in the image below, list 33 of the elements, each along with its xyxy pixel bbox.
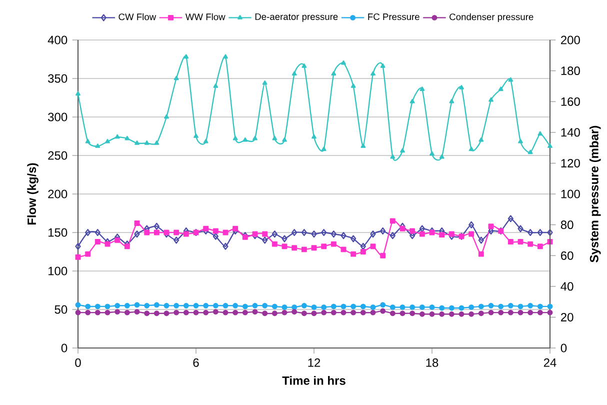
y-tick-label: 50 xyxy=(54,305,68,314)
y-tick-label: 200 xyxy=(48,190,68,198)
legend-label: De-aerator pressure xyxy=(255,13,338,22)
y2-tick-label: 180 xyxy=(561,66,580,76)
y-axis-title: Flow (kg/s) xyxy=(27,163,38,225)
x-tick-label: 18 xyxy=(426,358,438,367)
y-tick-label: 100 xyxy=(48,266,68,276)
y-tick-label: 400 xyxy=(48,36,68,44)
y2-tick-label: 0 xyxy=(560,344,567,352)
y2-tick-label: 160 xyxy=(561,97,580,106)
x-tick-label: 6 xyxy=(193,358,199,367)
y-tick-label: 150 xyxy=(48,228,68,237)
y2-tick-label: 200 xyxy=(561,36,580,44)
legend-label: WW Flow xyxy=(185,13,226,20)
y2-axis-title: System pressure (mbar) xyxy=(590,126,601,262)
y2-tick-label: 120 xyxy=(561,158,580,168)
y2-tick-label: 140 xyxy=(561,128,580,137)
y2-tick-label: 40 xyxy=(560,282,574,291)
legend-label: Condenser pressure xyxy=(450,13,534,22)
y2-tick-label: 60 xyxy=(561,251,574,260)
x-tick-label: 12 xyxy=(308,358,320,367)
legend-label: CW Flow xyxy=(118,13,156,20)
y-tick-label: 250 xyxy=(48,151,68,160)
y-tick-label: 350 xyxy=(48,74,68,83)
x-axis-title: Time in hrs xyxy=(282,376,346,385)
y-tick-label: 300 xyxy=(48,112,68,122)
y2-tick-label: 80 xyxy=(560,220,574,230)
x-tick-label: 24 xyxy=(544,358,556,367)
y2-tick-label: 20 xyxy=(561,312,574,322)
y-tick-label: 0 xyxy=(61,344,68,352)
legend-label: FC Pressure xyxy=(368,13,420,20)
x-tick-label: 0 xyxy=(75,358,81,367)
y2-tick-label: 100 xyxy=(561,190,580,198)
